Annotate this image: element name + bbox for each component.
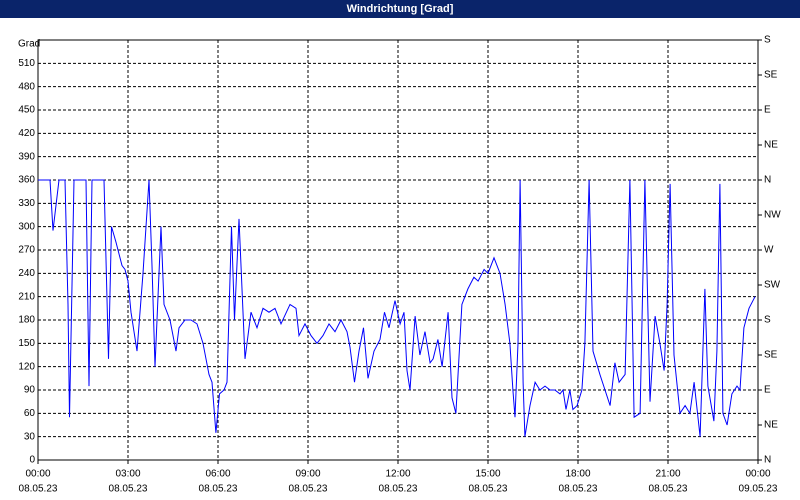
x-tick-label: 18:00 [565, 469, 590, 480]
y-axis-label: Grad [18, 39, 40, 50]
y-tick-label: 480 [18, 81, 35, 92]
y-tick-label: 90 [24, 385, 36, 396]
x-tick-label: 03:00 [115, 469, 140, 480]
y-tick-label: 120 [18, 361, 35, 372]
y2-tick-label: N [764, 455, 771, 466]
y2-tick-label: S [764, 35, 771, 46]
y2-tick-label: NW [764, 210, 781, 221]
y-tick-label: 300 [18, 221, 35, 232]
x-tick-date: 08.05.23 [199, 484, 238, 495]
y2-tick-label: S [764, 315, 771, 326]
y2-tick-label: SE [764, 350, 778, 361]
y-tick-label: 450 [18, 105, 35, 116]
y-tick-label: 30 [24, 431, 36, 442]
y2-tick-label: NE [764, 140, 778, 151]
y2-tick-label: N [764, 175, 771, 186]
chart-title: Windrichtung [Grad] [347, 3, 454, 15]
x-tick-label: 12:00 [385, 469, 410, 480]
x-tick-label: 00:00 [25, 469, 50, 480]
plot-frame [37, 39, 759, 461]
y-tick-label: 420 [18, 128, 35, 139]
x-tick-label: 00:00 [745, 469, 770, 480]
x-tick-label: 15:00 [475, 469, 500, 480]
x-tick-date: 08.05.23 [109, 484, 148, 495]
x-tick-label: 09:00 [295, 469, 320, 480]
y2-tick-label: SE [764, 70, 778, 81]
y-tick-label: 150 [18, 338, 35, 349]
y-tick-label: 330 [18, 198, 35, 209]
y2-tick-label: SW [764, 280, 781, 291]
title-bar [0, 0, 800, 18]
x-tick-label: 21:00 [655, 469, 680, 480]
y2-tick-label: NE [764, 420, 778, 431]
y-tick-label: 210 [18, 291, 35, 302]
y2-tick-label: E [764, 105, 771, 116]
x-tick-date: 09.05.23 [739, 484, 778, 495]
y-tick-label: 270 [18, 245, 35, 256]
y-tick-label: 360 [18, 175, 35, 186]
x-tick-date: 08.05.23 [289, 484, 328, 495]
x-tick-date: 08.05.23 [379, 484, 418, 495]
x-tick-label: 06:00 [205, 469, 230, 480]
x-tick-date: 08.05.23 [649, 484, 688, 495]
y-tick-label: 180 [18, 315, 35, 326]
y-tick-label: 0 [29, 455, 35, 466]
y2-tick-label: E [764, 385, 771, 396]
y-tick-label: 240 [18, 268, 35, 279]
x-tick-date: 08.05.23 [469, 484, 508, 495]
x-tick-date: 08.05.23 [559, 484, 598, 495]
y-tick-label: 390 [18, 151, 35, 162]
x-tick-date: 08.05.23 [19, 484, 58, 495]
data-line [38, 179, 756, 437]
y-tick-label: 510 [18, 58, 35, 69]
y2-tick-label: W [764, 245, 774, 256]
y-tick-label: 60 [24, 408, 36, 419]
